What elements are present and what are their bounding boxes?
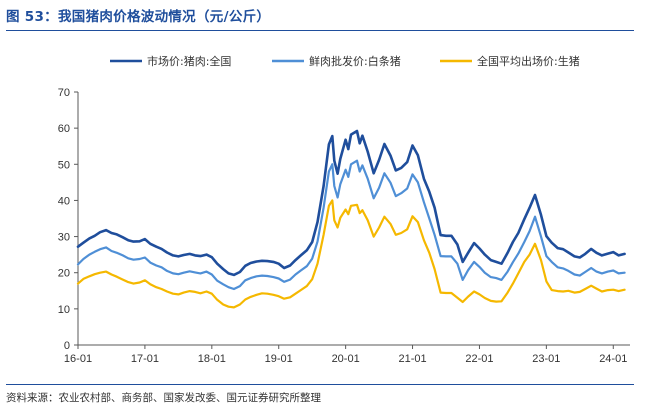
x-ticks: 16-01 17-01 18-01 19-01 20-01 21-01 22-01 23-01… [64, 345, 627, 365]
series-line-1 [76, 129, 626, 277]
x-tick-label: 22-01 [465, 353, 493, 365]
x-tick-label: 20-01 [332, 353, 360, 365]
legend-label-3: 全国平均出场价:生猪 [477, 54, 580, 68]
line-chart: 市场价:猪肉:全国 鲜肉批发价:白条猪 全国平均出场价:生猪 0 10 20 30 40… [58, 54, 630, 365]
y-tick-label: 20 [58, 268, 70, 280]
y-tick-label: 10 [58, 304, 70, 316]
series-lines [76, 129, 626, 309]
x-tick-label: 16-01 [64, 353, 92, 365]
legend-label-2: 鲜肉批发价:白条猪 [309, 54, 401, 68]
title-rule [6, 30, 634, 31]
legend-label-1: 市场价:猪肉:全国 [147, 54, 231, 68]
x-tick-label: 17-01 [131, 353, 159, 365]
x-tick-label: 23-01 [532, 353, 560, 365]
source-note: 资料来源：农业农村部、商务部、国家发改委、国元证券研究所整理 [6, 392, 321, 404]
y-tick-label: 60 [58, 123, 70, 135]
series-line-2 [76, 159, 626, 291]
x-tick-label: 24-01 [599, 353, 627, 365]
x-tick-label: 18-01 [198, 353, 226, 365]
y-tick-label: 40 [58, 195, 70, 207]
x-tick-label: 19-01 [265, 353, 293, 365]
y-tick-label: 50 [58, 159, 70, 171]
legend: 市场价:猪肉:全国 鲜肉批发价:白条猪 全国平均出场价:生猪 [110, 54, 580, 68]
figure-title: 图 53：我国猪肉价格波动情况（元/公斤） [6, 9, 271, 25]
footer-rule [6, 384, 634, 385]
y-tick-label: 70 [58, 87, 70, 99]
series-line-3 [76, 199, 626, 309]
x-tick-label: 21-01 [398, 353, 426, 365]
y-ticks: 0 10 20 30 40 50 60 70 [58, 87, 78, 352]
y-tick-label: 0 [64, 340, 70, 352]
y-tick-label: 30 [58, 232, 70, 244]
